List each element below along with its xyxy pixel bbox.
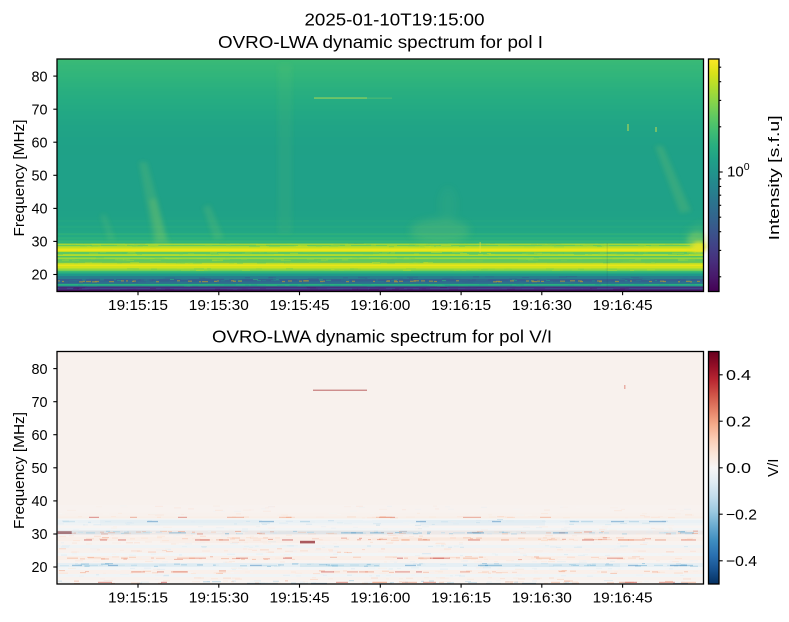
svg-text:−0.4: −0.4 (726, 553, 757, 570)
svg-text:Intensity [s.f.u]: Intensity [s.f.u] (766, 115, 783, 240)
svg-text:50: 50 (32, 460, 48, 477)
svg-text:40: 40 (32, 201, 48, 218)
svg-text:80: 80 (32, 68, 48, 85)
svg-text:OVRO-LWA dynamic spectrum for: OVRO-LWA dynamic spectrum for pol I (218, 32, 543, 52)
svg-text:V/I: V/I (765, 459, 782, 477)
svg-text:19:15:45: 19:15:45 (270, 297, 330, 314)
svg-text:OVRO-LWA dynamic spectrum for: OVRO-LWA dynamic spectrum for pol V/I (212, 327, 552, 347)
svg-text:50: 50 (32, 168, 48, 185)
svg-text:19:15:30: 19:15:30 (189, 590, 249, 607)
svg-text:19:16:30: 19:16:30 (512, 297, 572, 314)
svg-text:19:16:15: 19:16:15 (431, 590, 491, 607)
svg-text:19:16:30: 19:16:30 (512, 590, 572, 607)
svg-text:40: 40 (32, 493, 48, 510)
svg-text:Frequency [MHz]: Frequency [MHz] (11, 412, 28, 529)
svg-text:20: 20 (32, 559, 48, 576)
svg-text:19:16:45: 19:16:45 (593, 297, 653, 314)
svg-text:0.2: 0.2 (726, 413, 751, 430)
svg-text:30: 30 (32, 526, 48, 543)
svg-text:19:16:45: 19:16:45 (593, 590, 653, 607)
svg-text:19:15:15: 19:15:15 (108, 590, 168, 607)
svg-text:0.0: 0.0 (726, 460, 751, 477)
svg-text:30: 30 (32, 234, 48, 251)
svg-text:19:16:00: 19:16:00 (350, 297, 410, 314)
svg-text:19:15:30: 19:15:30 (189, 297, 249, 314)
svg-text:60: 60 (32, 427, 48, 444)
svg-text:0.4: 0.4 (726, 367, 751, 384)
svg-text:20: 20 (32, 267, 48, 284)
svg-text:80: 80 (32, 361, 48, 378)
svg-text:19:15:45: 19:15:45 (270, 590, 330, 607)
svg-text:60: 60 (32, 134, 48, 151)
svg-text:19:15:15: 19:15:15 (108, 297, 168, 314)
svg-text:19:16:15: 19:16:15 (431, 297, 491, 314)
svg-text:2025-01-10T19:15:00: 2025-01-10T19:15:00 (305, 10, 485, 30)
svg-text:19:16:00: 19:16:00 (350, 590, 410, 607)
svg-text:70: 70 (32, 101, 48, 118)
svg-text:Frequency [MHz]: Frequency [MHz] (11, 120, 28, 237)
svg-text:−0.2: −0.2 (726, 506, 757, 523)
svg-text:70: 70 (32, 394, 48, 411)
